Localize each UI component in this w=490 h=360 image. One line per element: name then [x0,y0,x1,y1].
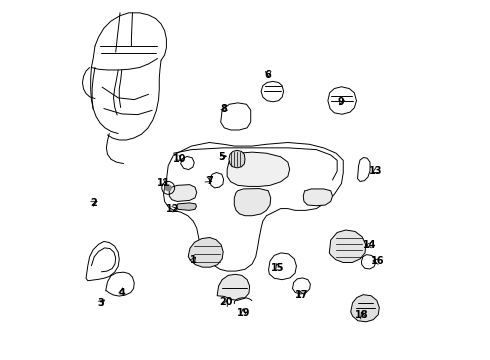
Text: 4: 4 [119,288,125,297]
Polygon shape [188,238,223,267]
Polygon shape [351,295,379,322]
Text: 7: 7 [206,176,213,186]
Text: 16: 16 [371,256,385,266]
Text: 19: 19 [237,308,250,318]
Polygon shape [303,189,333,206]
Polygon shape [261,81,284,102]
Polygon shape [229,150,245,168]
Text: 13: 13 [368,166,382,176]
Polygon shape [209,172,223,188]
Text: 14: 14 [363,240,376,250]
Text: 8: 8 [221,104,228,113]
Text: 12: 12 [166,204,180,214]
Polygon shape [362,255,376,269]
Circle shape [165,184,172,192]
Text: 11: 11 [157,178,171,188]
Text: 3: 3 [97,298,104,308]
Text: 15: 15 [271,262,285,273]
Polygon shape [169,185,197,202]
Text: 18: 18 [355,310,369,320]
Text: 5: 5 [219,152,225,162]
Polygon shape [234,189,270,216]
Polygon shape [358,157,370,181]
Polygon shape [164,143,343,271]
Polygon shape [176,203,196,210]
Polygon shape [227,152,290,186]
Polygon shape [329,230,366,262]
Polygon shape [181,157,194,170]
Polygon shape [217,274,249,300]
Text: 2: 2 [90,198,97,208]
Polygon shape [106,272,134,296]
Polygon shape [328,87,356,114]
Text: 9: 9 [337,97,344,107]
Text: 17: 17 [294,290,308,300]
Polygon shape [86,242,119,281]
Polygon shape [269,253,296,280]
Polygon shape [220,103,251,130]
Text: 10: 10 [173,154,187,164]
Polygon shape [293,278,310,294]
Text: 20: 20 [220,297,233,307]
Text: 6: 6 [265,69,271,80]
Text: 1: 1 [190,255,196,265]
